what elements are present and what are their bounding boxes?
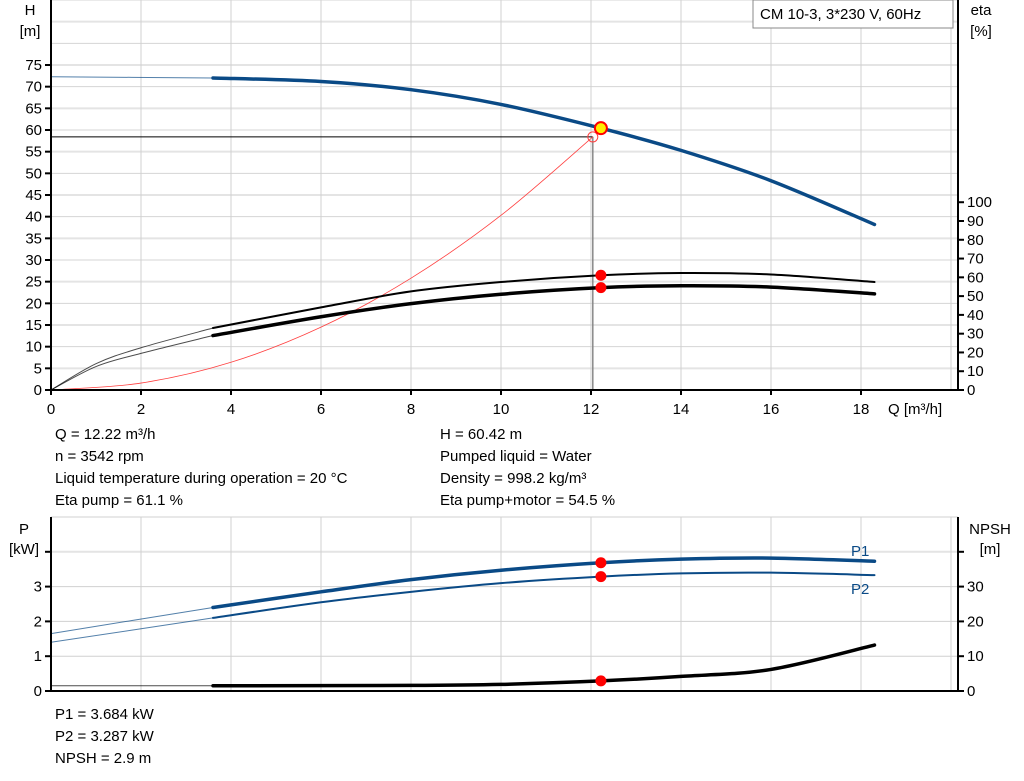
h-tick-label: 70 bbox=[25, 79, 42, 96]
h-tick-label: 55 bbox=[25, 144, 42, 161]
head-curve-extrapolated-line bbox=[50, 76, 214, 79]
npsh-axis-label: NPSH bbox=[969, 521, 1011, 538]
info-q: Q = 12.22 m³/h bbox=[55, 426, 156, 443]
p-axis-label: P bbox=[19, 521, 29, 538]
p-tick-label: 1 bbox=[34, 648, 42, 665]
eta-tick-label: 100 bbox=[967, 194, 992, 211]
eta-axis-label: eta bbox=[971, 2, 993, 19]
info-npsh: NPSH = 2.9 m bbox=[55, 750, 152, 767]
p2-curve-line bbox=[212, 571, 876, 619]
p1-curve-extrapolated-line bbox=[50, 606, 214, 635]
q-axis-label: Q [m³/h] bbox=[888, 401, 942, 418]
npsh-axis-unit: [m] bbox=[980, 541, 1001, 558]
eta-axis-unit: [%] bbox=[970, 23, 992, 40]
h-tick-label: 50 bbox=[25, 165, 42, 182]
eta-tick-label: 40 bbox=[967, 307, 984, 324]
q-tick-label: 10 bbox=[493, 401, 510, 418]
h-tick-label: 5 bbox=[34, 360, 42, 377]
q-tick-label: 14 bbox=[673, 401, 690, 418]
bottom-grid bbox=[51, 516, 958, 691]
duty-point-marker bbox=[587, 131, 599, 143]
p1-marker bbox=[595, 557, 607, 569]
system-curve-line bbox=[50, 136, 594, 391]
h-tick-label: 20 bbox=[25, 295, 42, 312]
operating-point-marker bbox=[593, 121, 608, 136]
info-left: Q = 12.22 m³/h n = 3542 rpm Liquid tempe… bbox=[55, 424, 347, 512]
legend-box bbox=[752, 0, 954, 29]
eta-tick-label: 20 bbox=[967, 344, 984, 361]
h-tick-label: 30 bbox=[25, 252, 42, 269]
info-h: H = 60.42 m bbox=[440, 426, 523, 443]
h-tick-label: 0 bbox=[34, 382, 42, 399]
h-axis-unit: [m] bbox=[20, 23, 41, 40]
npsh-tick-label: 30 bbox=[967, 579, 984, 596]
npsh-tick-label: 10 bbox=[967, 648, 984, 665]
info-density: Density = 998.2 kg/m³ bbox=[440, 470, 587, 487]
eta-pump-motor-marker bbox=[595, 282, 607, 294]
p1-label: P1 bbox=[851, 543, 869, 560]
h-tick-label: 25 bbox=[25, 274, 42, 291]
info-liquid: Pumped liquid = Water bbox=[440, 448, 592, 465]
h-axis-label: H bbox=[25, 2, 36, 19]
p-tick-label: 0 bbox=[34, 683, 42, 700]
h-tick-label: 45 bbox=[25, 187, 42, 204]
q-tick-label: 2 bbox=[137, 401, 145, 418]
p-tick-label: 3 bbox=[34, 579, 42, 596]
eta-pump-curve-line bbox=[212, 271, 876, 330]
info-eta-pump-motor: Eta pump+motor = 54.5 % bbox=[440, 492, 616, 509]
eta-tick-label: 0 bbox=[967, 382, 975, 399]
p2-label: P2 bbox=[851, 581, 869, 598]
info-temp: Liquid temperature during operation = 20… bbox=[55, 470, 348, 487]
p1-curve-line bbox=[211, 556, 877, 610]
eta-pump-curve-extrapolated-line bbox=[50, 327, 214, 391]
npsh-tick-label: 0 bbox=[967, 683, 975, 700]
axes: 0510152025303540455055606570750102030405… bbox=[25, 0, 992, 700]
q-tick-label: 8 bbox=[407, 401, 415, 418]
top-grid bbox=[51, 0, 958, 390]
info-p1: P1 = 3.684 kW bbox=[55, 706, 154, 723]
p2-curve-extrapolated-line bbox=[50, 617, 214, 643]
head-curve-line bbox=[211, 76, 877, 227]
eta-tick-label: 30 bbox=[967, 326, 984, 343]
q-tick-label: 0 bbox=[47, 401, 55, 418]
eta-tick-label: 60 bbox=[967, 269, 984, 286]
eta-pump-motor-curve-line bbox=[211, 284, 877, 338]
eta-tick-label: 80 bbox=[967, 232, 984, 249]
legend-text: CM 10-3, 3*230 V, 60Hz bbox=[760, 6, 921, 23]
chart-marks bbox=[50, 76, 877, 688]
p-tick-label: 2 bbox=[34, 613, 42, 630]
h-tick-label: 15 bbox=[25, 317, 42, 334]
eta-tick-label: 70 bbox=[967, 251, 984, 268]
q-tick-label: 4 bbox=[227, 401, 235, 418]
npsh-curve-line bbox=[211, 643, 877, 688]
q-tick-label: 18 bbox=[853, 401, 870, 418]
info-p2: P2 = 3.287 kW bbox=[55, 728, 154, 745]
h-tick-label: 60 bbox=[25, 122, 42, 139]
info-speed: n = 3542 rpm bbox=[55, 448, 144, 465]
h-tick-label: 10 bbox=[25, 339, 42, 356]
p-axis-unit: [kW] bbox=[9, 541, 39, 558]
info-right: H = 60.42 m Pumped liquid = Water Densit… bbox=[440, 424, 615, 512]
info-bottom: P1 = 3.684 kW P2 = 3.287 kW NPSH = 2.9 m bbox=[55, 704, 154, 770]
eta-pump-marker bbox=[595, 269, 607, 281]
q-tick-label: 6 bbox=[317, 401, 325, 418]
eta-tick-label: 10 bbox=[967, 363, 984, 380]
eta-tick-label: 90 bbox=[967, 213, 984, 230]
h-tick-label: 35 bbox=[25, 230, 42, 247]
p2-marker bbox=[595, 571, 607, 583]
eta-tick-label: 50 bbox=[967, 288, 984, 305]
npsh-marker bbox=[595, 675, 607, 687]
h-tick-label: 40 bbox=[25, 209, 42, 226]
eta-pump-motor-curve-extrapolated-line bbox=[50, 335, 214, 391]
q-tick-label: 16 bbox=[763, 401, 780, 418]
npsh-tick-label: 20 bbox=[967, 613, 984, 630]
info-eta-pump: Eta pump = 61.1 % bbox=[55, 492, 183, 509]
h-tick-label: 65 bbox=[25, 100, 42, 117]
h-tick-label: 75 bbox=[25, 57, 42, 74]
q-tick-label: 12 bbox=[583, 401, 600, 418]
